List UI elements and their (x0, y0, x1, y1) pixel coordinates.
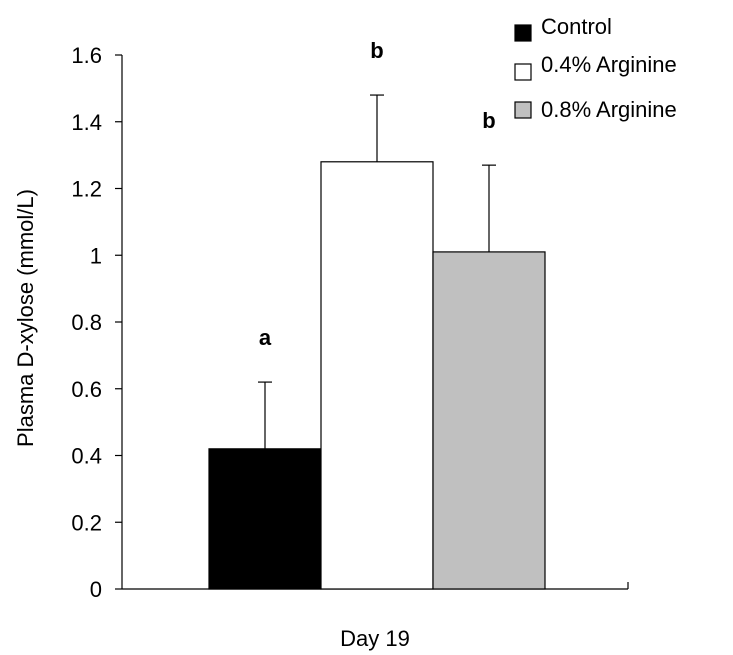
y-tick-label: 0.4 (71, 444, 102, 469)
legend-label-3: 0.8% Arginine (541, 97, 677, 122)
y-axis-label: Plasma D-xylose (mmol/L) (13, 189, 38, 447)
significance-label-1: a (259, 325, 272, 350)
legend-swatch-2 (514, 63, 532, 81)
x-axis-label: Day 19 (340, 626, 410, 651)
legend-swatch-1 (514, 24, 532, 42)
bar-1 (208, 448, 322, 590)
bars: a b b (208, 38, 546, 590)
bar-2 (320, 161, 434, 590)
y-tick-label: 1.2 (71, 177, 102, 202)
y-tick-label: 1.6 (71, 43, 102, 68)
legend: Control 0.4% Arginine 0.8% Arginine (514, 14, 677, 122)
y-tick-label: 1 (90, 243, 102, 268)
y-tick-label: 1.4 (71, 110, 102, 135)
y-tick-label: 0 (90, 577, 102, 602)
legend-label-1: Control (541, 14, 612, 39)
legend-swatch-3 (514, 101, 532, 119)
significance-label-3: b (482, 108, 495, 133)
y-tick-label: 0.6 (71, 377, 102, 402)
bar-3 (432, 251, 546, 590)
significance-label-2: b (370, 38, 383, 63)
y-ticks: 0 0.2 0.4 0.6 0.8 1 1.2 1.4 1.6 (71, 43, 122, 602)
y-tick-label: 0.2 (71, 510, 102, 535)
y-tick-label: 0.8 (71, 310, 102, 335)
legend-label-2: 0.4% Arginine (541, 52, 677, 77)
